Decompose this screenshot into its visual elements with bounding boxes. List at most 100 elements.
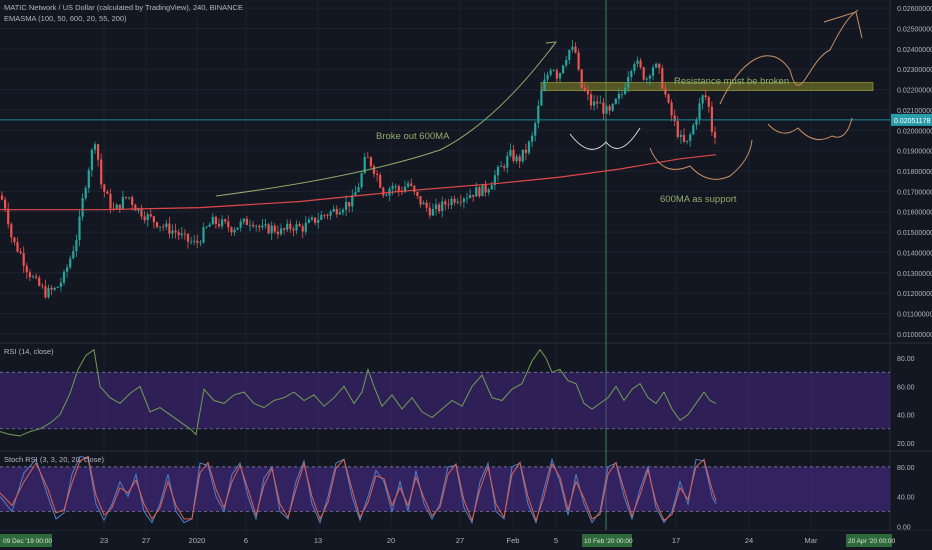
candle-body xyxy=(90,149,93,171)
candle-body xyxy=(701,95,704,104)
candle-body xyxy=(165,223,168,227)
candle-body xyxy=(676,121,679,137)
candle-body xyxy=(128,197,131,199)
candle-body xyxy=(345,202,348,210)
candle-body xyxy=(493,175,496,186)
candle-body xyxy=(100,159,103,185)
candle-body xyxy=(577,52,580,70)
candle-body xyxy=(447,204,450,206)
time-tick-label: 5 xyxy=(554,536,558,545)
candle-body xyxy=(115,204,118,210)
candle-body xyxy=(376,173,379,175)
candle-body xyxy=(307,219,310,223)
candle-body xyxy=(686,140,689,142)
candle-body xyxy=(177,232,180,236)
candle-body xyxy=(413,185,416,192)
stoch-band xyxy=(0,466,890,512)
stoch-rsi-pane[interactable] xyxy=(0,455,890,525)
candle-body xyxy=(196,240,199,243)
time-tick-label: 20 xyxy=(387,536,395,545)
candle-body xyxy=(124,196,128,198)
candle-body xyxy=(465,197,469,199)
candle-body xyxy=(62,271,66,283)
candle-body xyxy=(360,173,363,188)
candle-body xyxy=(444,201,447,205)
candle-body xyxy=(568,49,571,60)
candle-body xyxy=(617,93,620,99)
candle-body xyxy=(633,63,636,72)
current-price-label: 0.02051178 xyxy=(894,118,931,125)
candle-body xyxy=(527,141,531,153)
candle-body xyxy=(146,214,149,221)
price-pane[interactable]: Broke out 600MA Resistance must be broken… xyxy=(0,0,890,530)
candle-body xyxy=(121,196,124,210)
candle-body xyxy=(242,218,245,222)
time-tick-label: 27 xyxy=(142,536,150,545)
candle-body xyxy=(258,225,261,228)
candle-body xyxy=(562,65,565,74)
candle-body xyxy=(134,204,137,211)
candle-body xyxy=(469,194,472,198)
time-axis[interactable]: 23 27 2020 6 13 20 27 Feb 5 17 24 Mar 09 Dec '19 00:… xyxy=(0,531,932,550)
candle-body xyxy=(490,185,493,190)
candle-body xyxy=(394,186,397,187)
candle-body xyxy=(214,216,217,224)
candle-body xyxy=(422,202,425,205)
price-axis[interactable]: 0.02600000 0.02500000 0.02400000 0.02300000… xyxy=(891,6,932,531)
candle-body xyxy=(205,226,208,228)
candle-body xyxy=(385,195,388,197)
candle-body xyxy=(4,199,7,209)
candle-body xyxy=(323,214,326,216)
candlestick-series xyxy=(0,39,717,299)
price-tick-label: 0.02300000 xyxy=(897,67,932,74)
candle-body xyxy=(555,70,558,79)
candle-body xyxy=(286,223,289,230)
candle-body xyxy=(416,191,419,197)
candle-body xyxy=(84,188,87,199)
candle-body xyxy=(630,71,633,77)
candle-body xyxy=(239,221,242,228)
candle-body xyxy=(589,94,593,106)
time-tick-label: Feb xyxy=(507,536,520,545)
candle-body xyxy=(289,223,292,229)
candle-body xyxy=(543,79,546,91)
ma600-line xyxy=(0,154,717,211)
time-tick-label: 17 xyxy=(672,536,680,545)
candle-body xyxy=(512,149,515,162)
candle-body xyxy=(614,98,617,104)
price-tick-label: 0.02600000 xyxy=(897,6,932,13)
candle-body xyxy=(707,97,710,107)
candle-body xyxy=(143,216,146,221)
candle-body xyxy=(407,183,410,187)
candle-body xyxy=(431,209,434,216)
candle-body xyxy=(462,198,465,203)
candle-body xyxy=(354,192,357,196)
price-tick-label: 0.01600000 xyxy=(897,210,932,217)
candle-body xyxy=(16,242,19,252)
candle-body xyxy=(338,212,341,215)
stoch-d-line xyxy=(0,455,717,522)
candle-body xyxy=(673,115,676,122)
candle-body xyxy=(103,184,106,192)
candle-body xyxy=(540,90,543,106)
candle-body xyxy=(38,277,41,286)
annotation-breakout: Broke out 600MA xyxy=(376,131,450,142)
candle-body xyxy=(283,228,286,230)
candle-body xyxy=(366,157,369,158)
rsi-tick-label: 80.00 xyxy=(897,356,915,363)
candle-body xyxy=(140,208,143,217)
price-tick-label: 0.01400000 xyxy=(897,250,932,257)
candle-body xyxy=(475,187,478,197)
rsi-pane[interactable] xyxy=(0,348,890,437)
rsi-line xyxy=(0,348,717,437)
candle-body xyxy=(72,250,75,259)
candle-body xyxy=(199,242,202,244)
candle-body xyxy=(56,286,59,288)
candle-body xyxy=(292,228,295,231)
candle-body xyxy=(252,224,255,227)
candle-body xyxy=(642,67,645,80)
candle-body xyxy=(245,218,248,226)
candle-body xyxy=(341,209,345,213)
candle-body xyxy=(22,253,25,266)
